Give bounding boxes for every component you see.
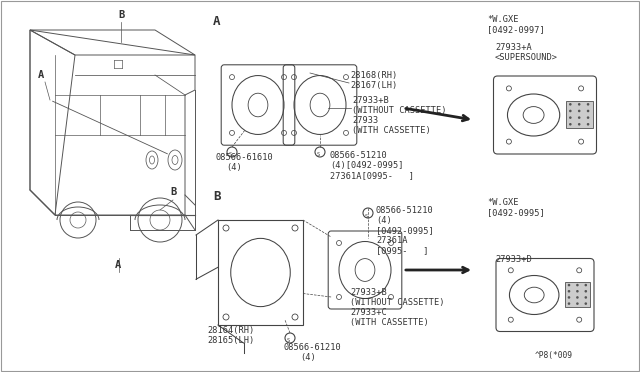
Circle shape [578,123,580,126]
Circle shape [587,110,589,112]
Text: 08566-61610: 08566-61610 [215,153,273,162]
Text: 27933+A: 27933+A [495,43,532,52]
Circle shape [584,296,587,299]
Text: A: A [213,15,221,28]
Circle shape [578,110,580,112]
Circle shape [578,116,580,119]
Text: (4)[0492-0995]: (4)[0492-0995] [330,161,403,170]
Text: 27933+B: 27933+B [350,288,387,297]
Text: <SUPERSOUND>: <SUPERSOUND> [495,53,558,62]
Circle shape [568,284,570,286]
Text: (4): (4) [300,353,316,362]
Circle shape [584,284,587,286]
Text: S: S [364,214,367,218]
Circle shape [578,103,580,106]
Text: 27361A[0995-   ]: 27361A[0995- ] [330,171,414,180]
Circle shape [576,302,579,305]
Text: (WITHOUT CASSETTE): (WITHOUT CASSETTE) [350,298,445,307]
Text: [0492-0995]: [0492-0995] [376,226,434,235]
Text: 27933+B: 27933+B [352,96,388,105]
Text: 28168(RH): 28168(RH) [350,71,397,80]
Circle shape [569,123,572,126]
Text: 08566-51210: 08566-51210 [330,151,388,160]
Text: *W.GXE: *W.GXE [487,198,518,207]
Text: 27361A: 27361A [376,236,408,245]
Text: [0995-   ]: [0995- ] [376,246,429,255]
Text: B: B [118,10,124,20]
Circle shape [587,103,589,106]
Text: S: S [228,153,232,157]
Text: 27933+D: 27933+D [495,255,532,264]
Text: *W.GXE: *W.GXE [487,15,518,24]
Text: 08566-61210: 08566-61210 [284,343,342,352]
Bar [564,282,590,307]
Text: A: A [38,70,44,80]
Circle shape [584,302,587,305]
Text: B: B [170,187,176,197]
Text: 28164(RH): 28164(RH) [207,326,254,335]
Text: [0492-0995]: [0492-0995] [487,208,545,217]
Circle shape [568,302,570,305]
Text: 28165(LH): 28165(LH) [207,336,254,345]
Circle shape [576,290,579,292]
Circle shape [587,116,589,119]
Text: [0492-0997]: [0492-0997] [487,25,545,34]
Circle shape [584,290,587,292]
Bar [566,101,593,128]
Text: 27933+C: 27933+C [350,308,387,317]
Text: A: A [115,260,121,270]
Circle shape [569,110,572,112]
Circle shape [568,290,570,292]
Circle shape [568,296,570,299]
Text: (WITH CASSETTE): (WITH CASSETTE) [352,126,431,135]
Text: 08566-51210: 08566-51210 [376,206,434,215]
Text: S: S [286,339,290,343]
Text: S: S [316,153,319,157]
Text: (WITHOUT CASSETTE): (WITHOUT CASSETTE) [352,106,447,115]
Text: 27933: 27933 [352,116,378,125]
Text: (4): (4) [226,163,242,172]
Circle shape [587,123,589,126]
Circle shape [576,284,579,286]
Text: 28167(LH): 28167(LH) [350,81,397,90]
Text: ^P8(*009: ^P8(*009 [535,351,573,360]
Text: (WITH CASSETTE): (WITH CASSETTE) [350,318,429,327]
Text: (4): (4) [376,216,392,225]
Circle shape [569,103,572,106]
Text: B: B [213,190,221,203]
Circle shape [576,296,579,299]
Circle shape [569,116,572,119]
